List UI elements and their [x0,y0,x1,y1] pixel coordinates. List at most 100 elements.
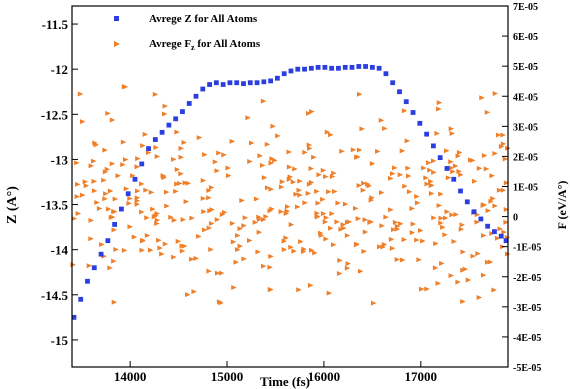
plot-area [70,64,511,320]
fz-point [307,282,314,288]
fz-point [356,91,363,97]
fz-point [481,233,487,239]
fz-point [257,216,263,222]
z-point [119,206,124,212]
z-point [464,199,470,205]
y-right-tick-label: 2E-05 [513,152,538,163]
fz-point [431,215,437,221]
z-point [234,80,240,86]
fz-point [352,205,359,211]
fz-point [323,236,329,242]
fz-point [140,237,146,243]
fz-point [263,213,269,219]
fz-point [448,273,455,279]
plot-frame [71,5,509,368]
fz-point [140,143,146,149]
fz-point [284,208,291,214]
fz-point [164,203,170,209]
fz-point [105,206,112,212]
fz-point [278,209,285,215]
fz-point [383,214,389,220]
fz-point [320,167,327,173]
fz-point [392,219,399,225]
z-point [91,265,97,271]
fz-point [120,162,126,168]
fz-point [406,189,413,195]
z-point [227,80,233,86]
fz-point [154,221,160,227]
fz-point [297,192,303,198]
fz-point [225,165,232,171]
y-axis-right-title: F (eV/A°) [555,181,569,230]
fz-point [323,174,329,180]
fz-point [256,229,263,235]
fz-point [470,253,476,259]
fz-point [389,171,396,177]
fz-point [112,196,119,202]
fz-point [237,243,244,249]
fz-point [480,272,487,278]
fz-point [221,209,228,215]
fz-point [191,289,197,295]
fz-point [200,196,207,202]
fz-point [139,209,145,215]
legend-label-f-suffix: for All Atoms [195,38,261,50]
fz-point [414,237,420,243]
fz-point [152,91,159,97]
fz-point [130,173,136,179]
y-left-tick-label: -12.5 [41,107,69,122]
fz-point [398,221,404,227]
fz-point [484,259,491,265]
fz-point [345,261,352,267]
z-point [403,99,409,105]
fz-point [185,180,192,186]
fz-point [185,292,191,298]
fz-point [77,91,84,97]
y-left-tick-label: -12 [51,62,68,77]
z-point [241,81,246,87]
z-point [451,176,457,182]
fz-point [255,249,261,255]
y-axis-left-title: Z (A°) [5,186,20,224]
z-point [322,64,328,70]
fz-point [465,277,472,283]
fz-point [206,195,212,201]
fz-point [414,200,421,206]
fz-point [94,199,100,205]
fz-point [341,225,347,231]
fz-point [235,247,241,253]
fz-point [260,263,267,269]
z-point [247,80,253,86]
fz-point [409,230,416,236]
y-left-tick-label: -13 [51,152,69,167]
fz-point [409,205,415,211]
fz-point [450,169,456,175]
fz-point [264,185,271,191]
fz-point [216,150,222,156]
fz-point [70,262,76,268]
z-point [383,71,389,77]
fz-point [378,117,385,123]
y-right-tick-label: -4E-05 [513,333,541,344]
fz-point [360,187,367,193]
fz-point [144,215,150,221]
fz-point [216,299,223,305]
fz-point [410,221,417,227]
z-point [444,166,450,171]
fz-point [297,178,303,184]
fz-point [286,164,293,170]
fz-point [281,247,288,253]
z-point [112,222,118,227]
fz-point [278,184,285,190]
fz-point [379,223,385,229]
fz-point [394,223,401,229]
fz-point [134,201,141,207]
fz-point [88,163,95,169]
fz-point [448,159,454,165]
fz-point [442,232,448,238]
z-point [180,109,185,114]
fz-point [462,266,469,272]
fz-point [359,126,365,132]
fz-point [460,298,466,304]
fz-point [427,167,433,173]
